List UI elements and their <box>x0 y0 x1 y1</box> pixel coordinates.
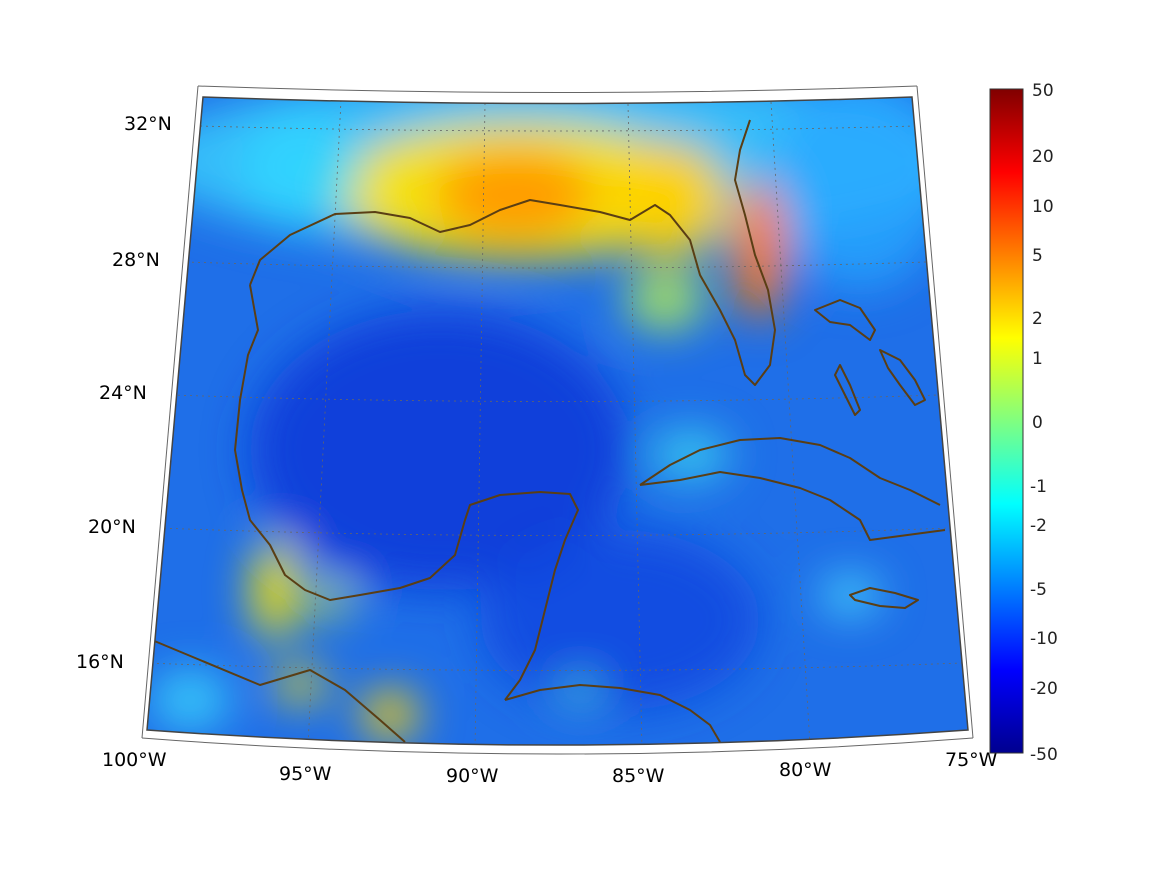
colorbar: 50 20 10 5 2 1 0 -1 -2 -5 -10 -20 -50 <box>989 81 1058 765</box>
map-frame-outer <box>197 85 918 93</box>
lat-labels: 32°N 28°N 24°N 20°N 16°N <box>76 113 172 673</box>
lat-label-32n: 32°N <box>124 113 172 135</box>
colorbar-tick-50: 50 <box>1032 81 1054 101</box>
lat-label-28n: 28°N <box>112 249 160 271</box>
lat-label-16n: 16°N <box>76 651 124 673</box>
lon-label-75w: 75°W <box>945 749 998 771</box>
colorbar-tick-20: 20 <box>1032 147 1054 167</box>
lon-labels: 100°W 95°W 90°W 85°W 80°W 75°W <box>102 749 998 787</box>
lon-label-85w: 85°W <box>612 765 665 787</box>
colorbar-tick-1: 1 <box>1032 349 1043 369</box>
lon-label-80w: 80°W <box>779 759 832 781</box>
colorbar-tick-neg10: -10 <box>1030 629 1058 649</box>
coastlines <box>151 119 946 743</box>
graticule <box>147 99 963 745</box>
lon-label-95w: 95°W <box>279 763 332 785</box>
colorbar-tick-neg2: -2 <box>1030 516 1047 536</box>
lon-label-100w: 100°W <box>102 749 167 771</box>
colorbar-tick-5: 5 <box>1032 246 1043 266</box>
colorbar-tick-2: 2 <box>1032 309 1043 329</box>
colorbar-tick-neg1: -1 <box>1030 477 1047 497</box>
colorbar-tick-neg20: -20 <box>1030 679 1058 699</box>
colorbar-tick-neg5: -5 <box>1030 580 1047 600</box>
lat-label-24n: 24°N <box>99 382 147 404</box>
colorbar-tick-10: 10 <box>1032 197 1054 217</box>
map-frame <box>146 96 969 746</box>
lat-label-20n: 20°N <box>88 516 136 538</box>
colorbar-gradient <box>989 88 1024 754</box>
lon-label-90w: 90°W <box>446 765 499 787</box>
colorbar-tick-0: 0 <box>1032 413 1043 433</box>
colorbar-tick-neg50: -50 <box>1030 745 1058 765</box>
